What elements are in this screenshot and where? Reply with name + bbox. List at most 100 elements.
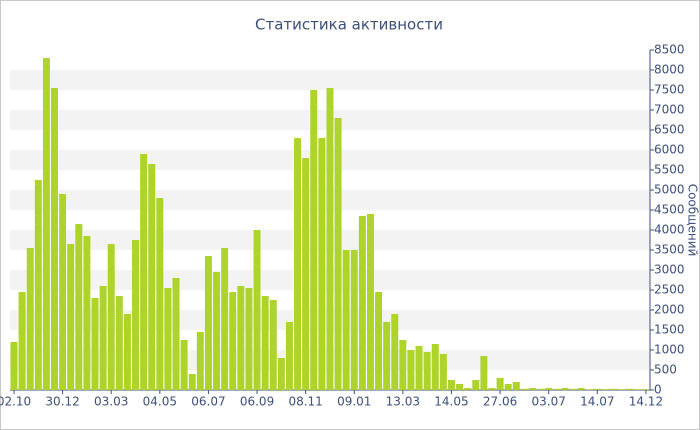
bar <box>188 374 196 390</box>
bar <box>156 198 164 390</box>
bar <box>423 352 431 390</box>
x-tick-label: 27.06 <box>483 395 517 409</box>
y-tick-label: 8500 <box>654 43 685 57</box>
bar <box>447 380 455 390</box>
x-tick-label: 08.11 <box>288 395 322 409</box>
y-tick-label: 4000 <box>654 223 685 237</box>
bar <box>229 292 237 390</box>
bar <box>253 230 261 390</box>
bar <box>553 388 561 390</box>
bar <box>456 384 464 390</box>
chart-title: Статистика активности <box>255 16 443 34</box>
bar <box>42 58 50 390</box>
bar <box>140 154 148 390</box>
bar <box>366 214 374 390</box>
bar <box>245 288 253 390</box>
y-tick-label: 7000 <box>654 103 685 117</box>
bar <box>204 256 212 390</box>
y-tick-label: 8000 <box>654 63 685 77</box>
y-tick-label: 7500 <box>654 83 685 97</box>
bar <box>528 388 536 390</box>
bar <box>472 380 480 390</box>
y-axis-label: Сообщений <box>686 184 700 257</box>
bar <box>115 296 123 390</box>
bar <box>148 164 156 390</box>
bar <box>407 350 415 390</box>
y-tick-label: 1000 <box>654 343 685 357</box>
bar <box>51 88 59 390</box>
bar <box>585 389 593 390</box>
y-tick-label: 6000 <box>654 143 685 157</box>
x-tick-label: 03.03 <box>94 395 128 409</box>
y-tick-label: 2500 <box>654 283 685 297</box>
x-tick-label: 14.12 <box>629 395 663 409</box>
bar <box>488 388 496 390</box>
bar <box>496 378 504 390</box>
bar <box>213 272 221 390</box>
bar <box>634 389 642 390</box>
bar <box>180 340 188 390</box>
bar <box>464 388 472 390</box>
bar <box>318 138 326 390</box>
y-tick-label: 6500 <box>654 123 685 137</box>
y-tick-label: 5000 <box>654 183 685 197</box>
y-tick-label: 1500 <box>654 323 685 337</box>
bar <box>83 236 91 390</box>
x-tick-label: 06.07 <box>191 395 225 409</box>
bar <box>415 346 423 390</box>
y-tick-label: 2000 <box>654 303 685 317</box>
bar <box>375 292 383 390</box>
bar <box>18 292 26 390</box>
bar <box>221 248 229 390</box>
bar <box>537 388 545 390</box>
x-tick-label: 03.07 <box>532 395 566 409</box>
bar <box>26 248 34 390</box>
bar <box>59 194 67 390</box>
y-tick-label: 5500 <box>654 163 685 177</box>
bar <box>75 224 83 390</box>
bar <box>480 356 488 390</box>
bar <box>107 244 115 390</box>
x-tick-label: 14.07 <box>580 395 614 409</box>
bar <box>10 342 18 390</box>
bar <box>520 388 528 390</box>
bar <box>626 388 634 390</box>
y-tick-label: 3500 <box>654 243 685 257</box>
bar <box>196 332 204 390</box>
x-tick-label: 13.03 <box>386 395 420 409</box>
x-tick-label: 06.09 <box>240 395 274 409</box>
bar <box>569 388 577 390</box>
x-tick-label: 04.05 <box>143 395 177 409</box>
bar <box>285 322 293 390</box>
bar <box>261 296 269 390</box>
bar <box>561 388 569 390</box>
x-tick-label: 30.12 <box>45 395 79 409</box>
bar <box>350 250 358 390</box>
grid-band <box>10 70 650 90</box>
bar <box>164 288 172 390</box>
bar <box>399 340 407 390</box>
bar <box>237 286 245 390</box>
bar <box>545 388 553 390</box>
bar <box>277 358 285 390</box>
x-tick-label: 02.10 <box>0 395 31 409</box>
bar <box>91 298 99 390</box>
bar <box>618 389 626 390</box>
bar <box>67 244 75 390</box>
bar <box>123 314 131 390</box>
bar <box>642 389 650 390</box>
x-tick-label: 09.01 <box>337 395 371 409</box>
bar <box>512 382 520 390</box>
y-tick-label: 0 <box>654 383 662 397</box>
bar <box>294 138 302 390</box>
bar <box>326 88 334 390</box>
bar <box>132 240 140 390</box>
bar <box>601 389 609 390</box>
bar <box>172 278 180 390</box>
bar <box>431 344 439 390</box>
bar <box>504 384 512 390</box>
bar <box>593 388 601 390</box>
x-tick-label: 14.05 <box>434 395 468 409</box>
bar <box>391 314 399 390</box>
